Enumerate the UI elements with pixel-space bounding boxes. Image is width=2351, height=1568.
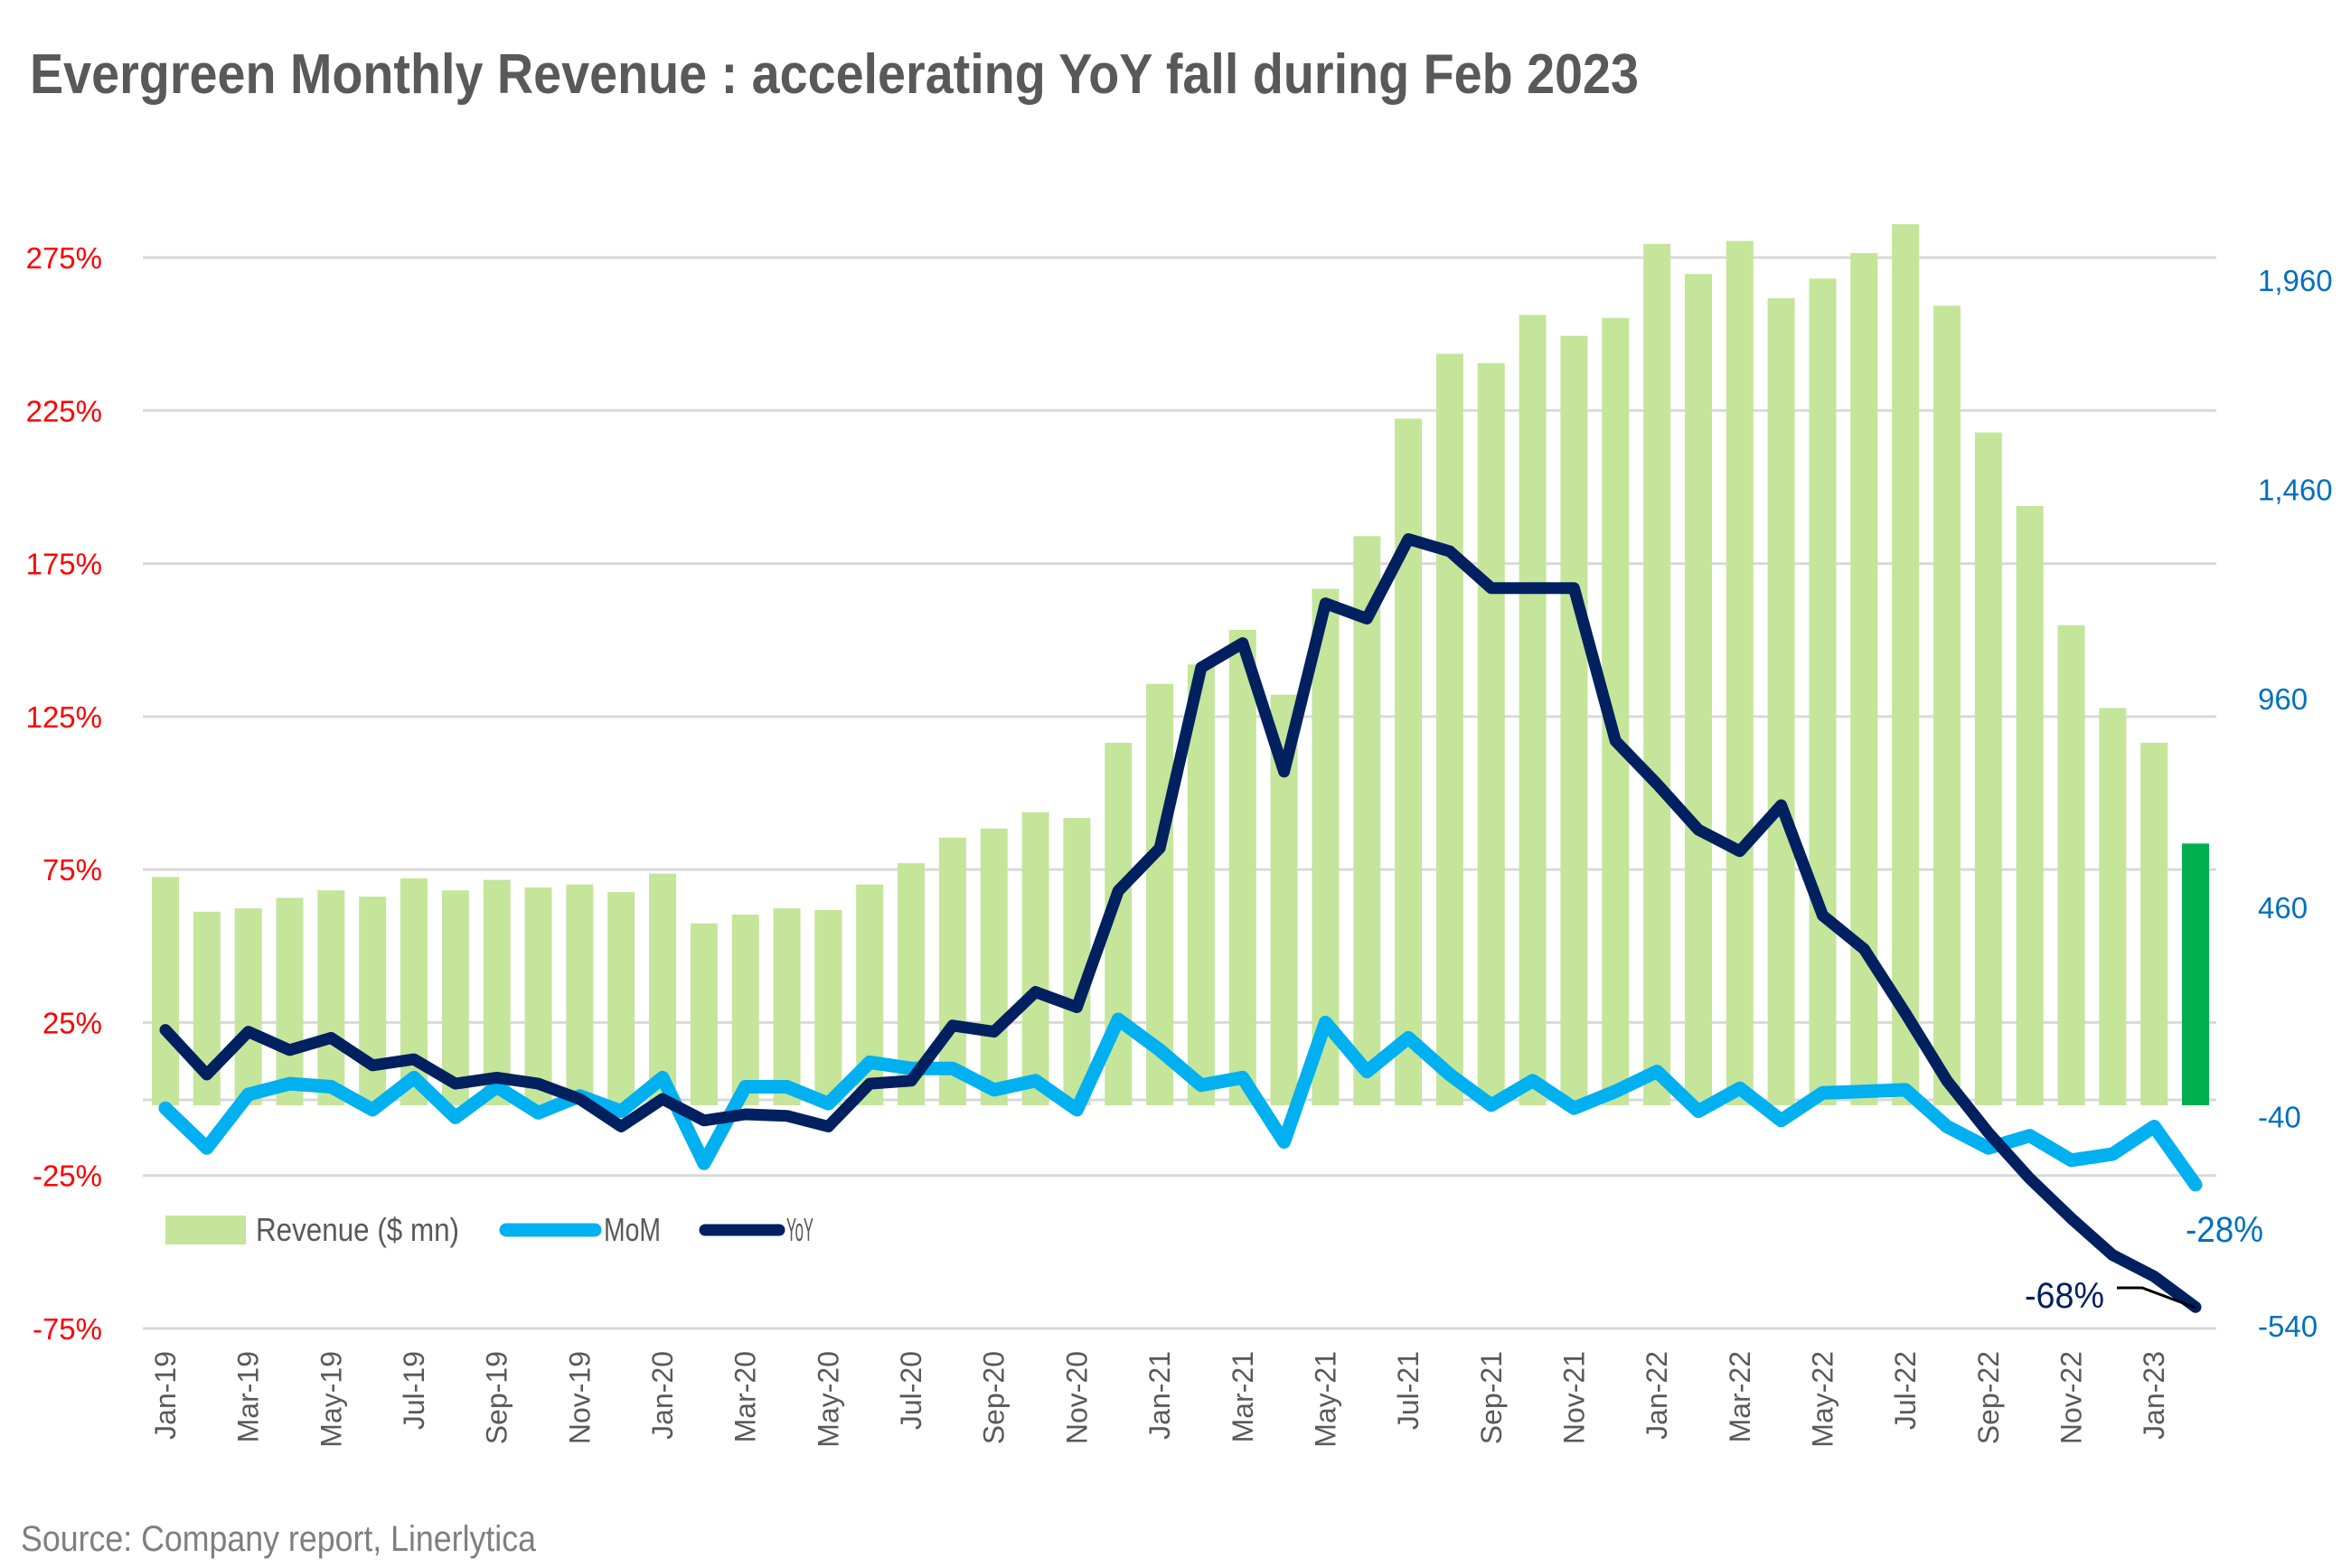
- x-tick-label: Mar-20: [729, 1351, 762, 1442]
- left-tick-label: 275%: [26, 241, 102, 275]
- revenue-bar: [1395, 418, 1423, 1105]
- left-tick-label: 125%: [26, 700, 102, 734]
- revenue-bar: [1519, 315, 1547, 1105]
- yoy-line: [159, 533, 2202, 1313]
- x-tick-label: Jan-21: [1143, 1351, 1176, 1440]
- revenue-bar: [1974, 432, 2002, 1106]
- revenue-bar: [152, 877, 179, 1105]
- legend-label-yoy: YoY: [786, 1211, 813, 1248]
- x-tick-label: Sep-21: [1475, 1351, 1508, 1444]
- x-tick-label: Jan-20: [646, 1351, 679, 1440]
- revenue-bar: [649, 873, 677, 1105]
- legend-label-mom: MoM: [604, 1211, 661, 1248]
- revenue-bar: [814, 909, 842, 1105]
- revenue-bar: [938, 837, 966, 1105]
- legend-swatch-revenue: [165, 1216, 246, 1244]
- revenue-bar: [1643, 243, 1671, 1105]
- revenue-bar: [1021, 812, 1049, 1105]
- source-note: Source: Company report, Linerlytica: [21, 1519, 537, 1559]
- right-tick-label: -40: [2258, 1101, 2301, 1134]
- left-tick-label: -25%: [33, 1160, 102, 1193]
- revenue-bar: [980, 828, 1008, 1105]
- x-tick-label: Jul-21: [1392, 1351, 1425, 1430]
- revenue-bar: [317, 890, 345, 1105]
- revenue-bar: [1850, 253, 1878, 1106]
- legend: Revenue ($ mn) MoM YoY: [165, 1211, 813, 1248]
- chart-title: Evergreen Monthly Revenue : accelerating…: [30, 43, 1639, 106]
- left-tick-label: -75%: [33, 1312, 102, 1346]
- x-tick-label: Jul-20: [895, 1351, 927, 1430]
- revenue-bar: [1560, 335, 1588, 1105]
- revenue-bar: [1892, 224, 1920, 1105]
- left-axis: 275% 225% 175% 125% 75% 25% -25% -75%: [26, 241, 102, 1346]
- revenue-bar: [1063, 818, 1091, 1105]
- revenue-bar: [1684, 274, 1712, 1106]
- x-tick-label: Jul-19: [398, 1351, 430, 1430]
- mom-line: [158, 1012, 2203, 1192]
- x-tick-label: Nov-19: [563, 1351, 596, 1444]
- left-tick-label: 25%: [42, 1006, 102, 1039]
- revenue-bar: [441, 890, 469, 1105]
- x-tick-label: Jul-22: [1889, 1351, 1922, 1430]
- right-tick-label: 1,460: [2258, 473, 2333, 506]
- revenue-bar: [2140, 742, 2168, 1105]
- right-tick-label: 1,960: [2258, 264, 2333, 297]
- revenue-bar: [524, 887, 552, 1105]
- right-tick-label: -540: [2258, 1310, 2318, 1343]
- left-tick-label: 75%: [42, 853, 102, 887]
- x-tick-label: Mar-21: [1227, 1351, 1259, 1442]
- yoy-last-label: -68%: [2025, 1276, 2104, 1316]
- x-tick-label: Mar-19: [232, 1351, 265, 1442]
- revenue-bars: [152, 224, 2209, 1106]
- x-tick-label: Jan-19: [149, 1351, 182, 1440]
- revenue-bar: [1809, 278, 1837, 1105]
- revenue-bar: [1933, 305, 1961, 1105]
- revenue-bar: [1767, 298, 1795, 1105]
- x-tick-label: May-19: [315, 1351, 347, 1448]
- x-tick-label: Jan-22: [1641, 1351, 1673, 1440]
- x-tick-label: Mar-22: [1724, 1351, 1756, 1442]
- revenue-bar: [1228, 629, 1256, 1105]
- x-tick-label: May-22: [1806, 1351, 1838, 1448]
- x-tick-label: Sep-22: [1972, 1351, 2005, 1444]
- yoy-leader-line: [2117, 1286, 2196, 1310]
- mom-last-label: -28%: [2186, 1210, 2263, 1250]
- x-tick-label: May-21: [1309, 1351, 1341, 1448]
- right-tick-label: 960: [2258, 682, 2308, 716]
- revenue-bar: [607, 892, 635, 1105]
- revenue-bar: [1435, 353, 1463, 1105]
- revenue-bar: [566, 884, 594, 1105]
- x-tick-label: Nov-21: [1557, 1351, 1590, 1444]
- revenue-bar: [731, 915, 759, 1105]
- revenue-bar: [276, 897, 304, 1105]
- left-tick-label: 225%: [26, 394, 102, 427]
- revenue-bar: [690, 923, 718, 1105]
- revenue-bar: [359, 897, 387, 1105]
- revenue-bar: [234, 908, 262, 1105]
- revenue-bar: [2057, 624, 2085, 1105]
- x-tick-label: Nov-22: [2055, 1351, 2087, 1444]
- x-axis: Jan-19 Mar-19 May-19 Jul-19 Sep-19 Nov-19 Jan-…: [149, 1351, 2170, 1448]
- lines: [158, 533, 2203, 1313]
- x-tick-label: Sep-20: [978, 1351, 1011, 1444]
- revenue-bar: [483, 879, 511, 1105]
- revenue-bar: [2016, 505, 2044, 1105]
- revenue-bar: [1726, 240, 1754, 1105]
- revenue-bar: [773, 908, 801, 1105]
- revenue-bar: [1477, 362, 1505, 1105]
- revenue-bar: [2099, 708, 2127, 1105]
- legend-label-revenue: Revenue ($ mn): [256, 1211, 459, 1248]
- revenue-bar: [1187, 664, 1215, 1105]
- x-tick-label: Sep-19: [481, 1351, 513, 1444]
- revenue-bar: [2182, 843, 2209, 1105]
- right-tick-label: 460: [2258, 891, 2308, 925]
- revenue-bar: [1353, 536, 1381, 1105]
- x-tick-label: Nov-20: [1060, 1351, 1093, 1444]
- right-axis: 1,960 1,460 960 460 -40 -540: [2258, 264, 2333, 1343]
- x-tick-label: Jan-23: [2138, 1351, 2170, 1440]
- x-tick-label: May-20: [812, 1351, 844, 1448]
- left-tick-label: 175%: [26, 548, 102, 581]
